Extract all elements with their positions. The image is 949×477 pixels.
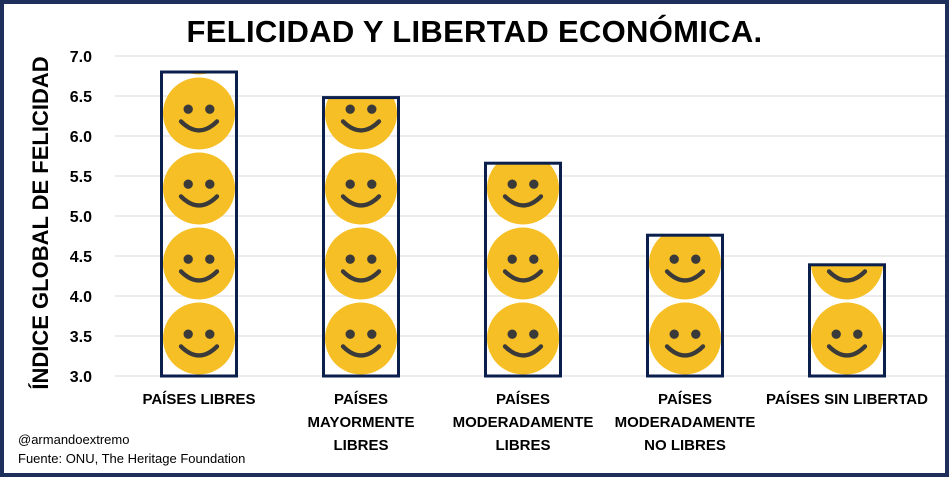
y-axis-ticks: 3.0 3.5 4.0 4.5 5.0 5.5 6.0 6.5 7.0 — [70, 49, 92, 386]
bar-outline — [646, 233, 724, 378]
smiley-icon — [163, 302, 235, 375]
smiley-icon — [325, 227, 397, 300]
y-tick-label: 4.5 — [70, 249, 92, 266]
smiley-icon — [811, 302, 883, 375]
smiley-icon — [487, 163, 559, 225]
smiley-icon — [163, 77, 235, 150]
bar-outline — [322, 96, 400, 378]
y-tick-label: 5.5 — [70, 169, 92, 186]
y-tick-label: 6.5 — [70, 89, 92, 106]
smiley-icon — [185, 72, 213, 75]
source-note: Fuente: ONU, The Heritage Foundation — [18, 451, 246, 466]
bar — [160, 70, 238, 378]
smiley-icon — [649, 235, 721, 300]
bar-outline — [160, 70, 238, 378]
x-category-label: PAÍSES LIBRES — [142, 391, 255, 408]
bar-outline — [484, 161, 562, 378]
smiley-icon — [325, 152, 397, 225]
smiley-icon — [811, 264, 883, 300]
smiley-icon — [163, 227, 235, 300]
y-tick-label: 3.5 — [70, 329, 92, 346]
bar-outline — [808, 263, 886, 378]
smiley-icon — [487, 302, 559, 375]
smiley-icon — [325, 97, 397, 150]
x-category-label: PAÍSES MODERADAMENTE LIBRES — [453, 391, 594, 454]
smiley-icon — [325, 302, 397, 375]
chart-title: FELICIDAD Y LIBERTAD ECONÓMICA. — [186, 14, 763, 49]
bar — [646, 233, 724, 378]
x-axis-categories: PAÍSES LIBRES PAÍSES MAYORMENTE LIBRES PAÍSE… — [142, 391, 928, 454]
x-category-label: PAÍSES MODERADAMENTE NO LIBRES — [615, 391, 756, 454]
smiley-icon — [649, 302, 721, 375]
y-tick-label: 5.0 — [70, 209, 92, 226]
x-category-label: PAÍSES MAYORMENTE LIBRES — [308, 391, 415, 454]
y-tick-label: 7.0 — [70, 49, 92, 66]
x-category-label: PAÍSES SIN LIBERTAD — [766, 391, 928, 408]
y-tick-label: 6.0 — [70, 129, 92, 146]
bars — [160, 70, 886, 378]
smiley-icon — [487, 227, 559, 300]
author-handle: @armandoextremo — [18, 432, 130, 447]
bar — [484, 161, 562, 378]
smiley-icon — [163, 152, 235, 225]
y-tick-label: 3.0 — [70, 369, 92, 386]
bar — [808, 263, 886, 378]
bar — [322, 96, 400, 378]
y-tick-label: 4.0 — [70, 289, 92, 306]
